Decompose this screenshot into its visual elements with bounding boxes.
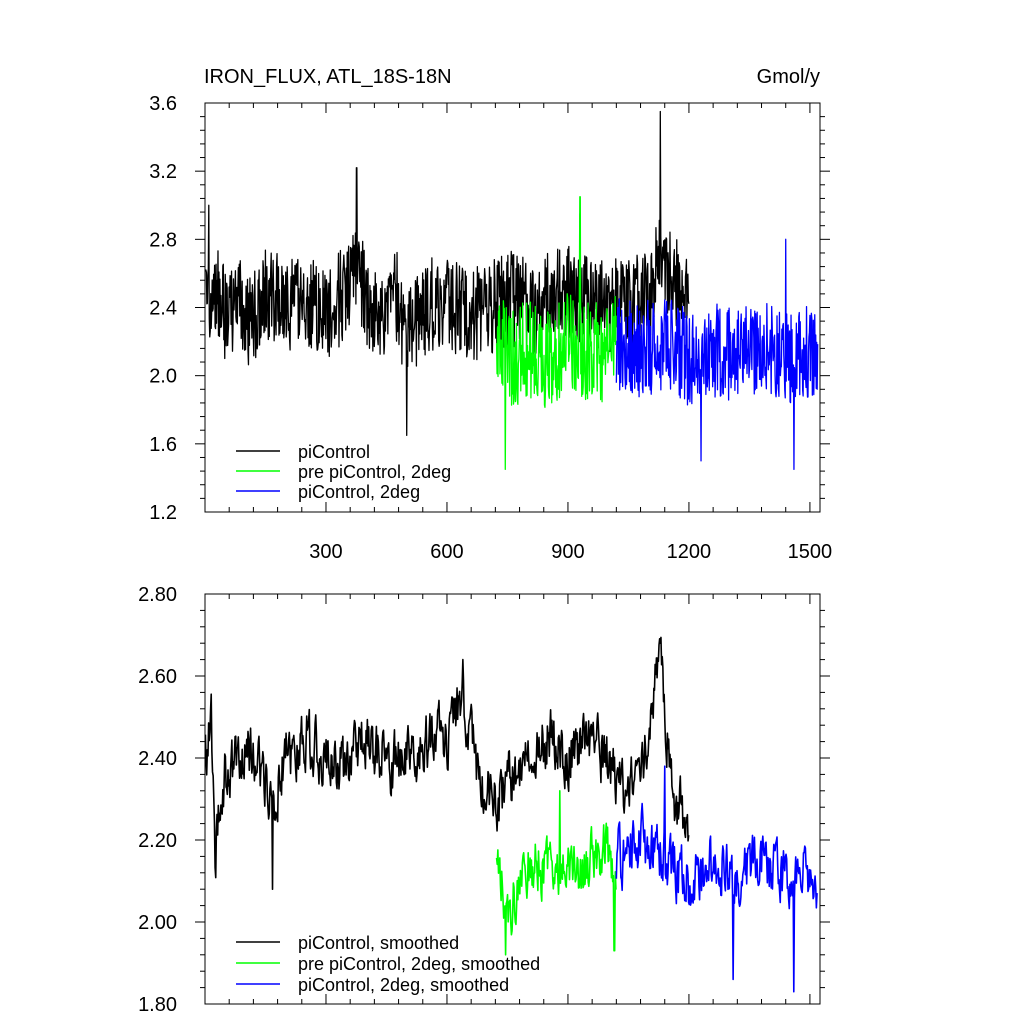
series-line	[205, 110, 690, 436]
y-tick-label: 2.0	[149, 366, 177, 388]
y-tick-label: 2.80	[138, 584, 177, 606]
legend-label: piControl, 2deg	[298, 482, 420, 502]
legend-label: pre piControl, 2deg	[298, 462, 451, 482]
x-tick-label: 900	[551, 541, 584, 563]
y-tick-labels: 1.80 2.00 2.20 2.40 2.60 2.80	[138, 584, 177, 1016]
plot-frame	[204, 593, 821, 1005]
legend-label: piControl	[298, 442, 370, 462]
series-lines	[204, 636, 819, 993]
y-tick-label: 2.40	[138, 748, 177, 770]
y-tick-label: 1.2	[149, 502, 177, 524]
legend-label: piControl, smoothed	[298, 933, 459, 953]
y-tick-label: 2.00	[138, 912, 177, 934]
series-line	[615, 765, 819, 993]
units-label: Gmol/y	[757, 66, 820, 88]
y-tick-label: 3.6	[149, 93, 177, 115]
y-tick-label: 2.20	[138, 830, 177, 852]
series-lines	[205, 110, 819, 471]
x-tick-label: 300	[309, 541, 342, 563]
panel-bottom: 1.80 2.00 2.20 2.40 2.60 2.80 piControl, smoo…	[138, 584, 830, 1016]
x-tick-labels: 300 600 900 1200 1500	[309, 541, 832, 563]
x-tick-label: 1200	[667, 541, 712, 563]
series-line	[495, 196, 617, 471]
legend-label: pre piControl, 2deg, smoothed	[298, 954, 540, 974]
y-tick-label: 1.80	[138, 994, 177, 1016]
x-tick-label: 1500	[788, 541, 833, 563]
series-line	[615, 238, 819, 471]
x-tick-label: 600	[430, 541, 463, 563]
panel-top: IRON_FLUX, ATL_18S-18N Gmol/y 1.2 1.6 2.0 2…	[149, 66, 832, 563]
y-tick-label: 3.2	[149, 161, 177, 183]
y-tick-label: 2.60	[138, 666, 177, 688]
series-line	[204, 636, 690, 890]
legend-label: piControl, 2deg, smoothed	[298, 975, 509, 995]
chart-title: IRON_FLUX, ATL_18S-18N	[204, 66, 452, 88]
y-tick-labels: 1.2 1.6 2.0 2.4 2.8 3.2 3.6	[149, 93, 177, 524]
tick-marks	[195, 103, 830, 512]
y-tick-label: 2.4	[149, 298, 177, 320]
plot-frame	[204, 102, 821, 513]
y-tick-label: 1.6	[149, 434, 177, 456]
y-tick-label: 2.8	[149, 229, 177, 251]
series-line	[495, 790, 617, 956]
tick-marks	[195, 594, 830, 1004]
